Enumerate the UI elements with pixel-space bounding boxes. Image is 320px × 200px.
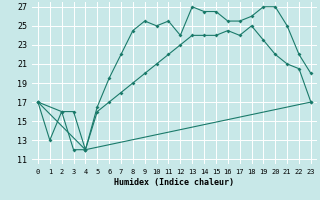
X-axis label: Humidex (Indice chaleur): Humidex (Indice chaleur) xyxy=(115,178,234,187)
